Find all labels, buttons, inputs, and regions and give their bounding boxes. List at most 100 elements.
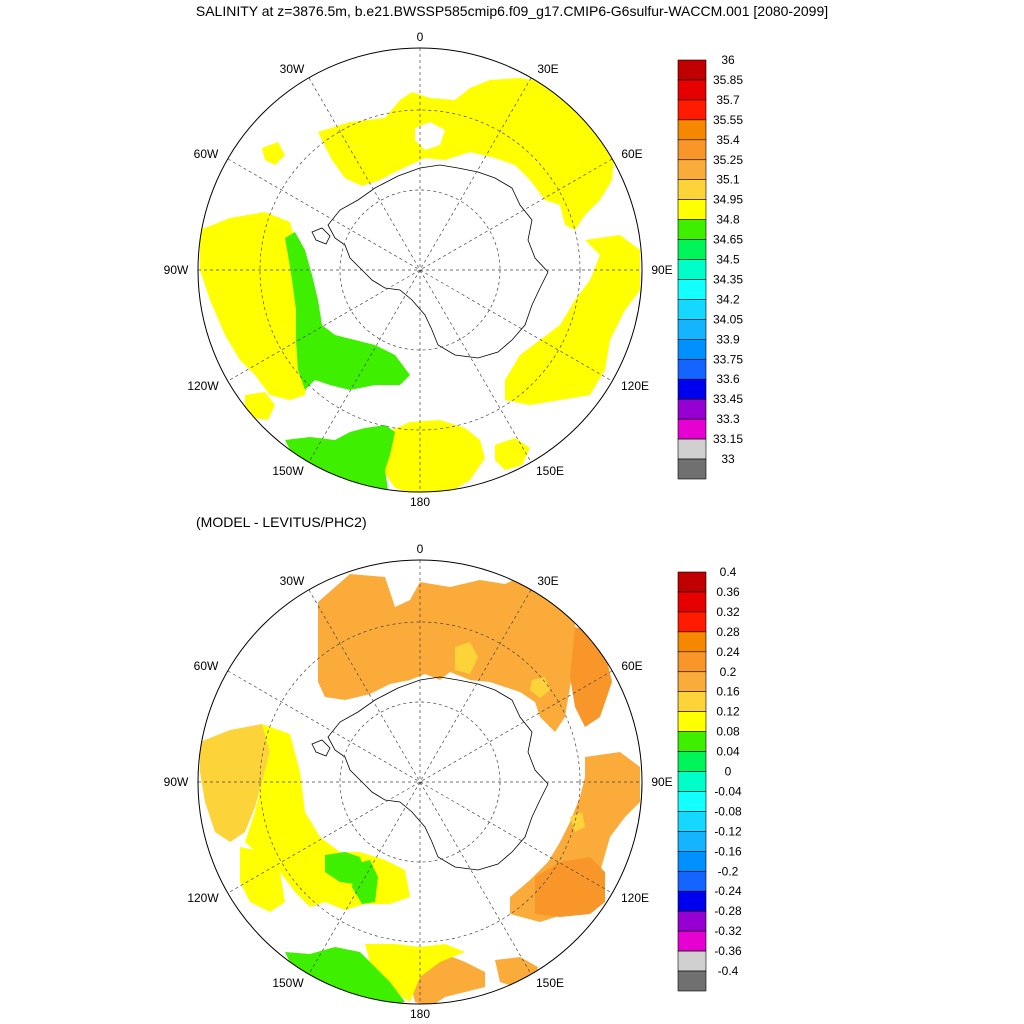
colorbar-label: 34.5 [716,253,740,267]
lon-label-60e: 60E [621,659,642,673]
colorbar-label: 35.25 [713,153,743,167]
colorbar-swatch [677,59,707,81]
colorbar-label: 0.16 [716,685,740,699]
colorbar-swatch [677,199,707,220]
lon-label-0: 0 [417,30,424,44]
salinity-polar-map: 0 30E 60E 90E 120E 150E 180 150W 120W 90… [164,30,744,509]
longitude-labels-top: 0 30E 60E 90E 120E 150E 180 150W 120W 90… [164,30,673,509]
colorbar-label: 34.95 [713,193,743,207]
lon-label-30e: 30E [537,62,558,76]
lon-label-90e: 90E [651,263,672,277]
colorbar-label: 33.9 [716,332,740,346]
colorbar-swatch [677,910,707,932]
colorbar-label: 0.2 [720,665,737,679]
difference-colorbar: 0.4 0.36 0.32 0.28 0.24 0.2 0.16 0.12 0.08 0.04 0 -… [677,565,742,992]
antarctica-outline-bottom [311,676,549,871]
colorbar-label: 0.4 [720,565,737,579]
colorbar-swatch [677,851,707,872]
colorbar-swatch [677,119,707,141]
colorbar-swatch [677,219,707,240]
colorbar-swatch [677,571,707,593]
lon-label-60w: 60W [194,147,219,161]
colorbar-swatch [677,711,707,732]
colorbar-label: 0.08 [716,725,740,739]
colorbar-swatch [677,970,707,992]
lon-label-60e: 60E [621,147,642,161]
lon-label-60w: 60W [194,659,219,673]
colorbar-label: 0.32 [716,605,740,619]
colorbar-swatch [677,339,707,360]
colorbar-label: 33.6 [716,372,740,386]
map-grid-bottom [198,560,642,1004]
lon-label-150w: 150W [272,976,304,990]
colorbar-swatch [677,418,707,440]
colorbar-swatch [677,751,707,772]
colorbar-label: 34.35 [713,272,743,286]
colorbar-label: 0.24 [716,645,740,659]
colorbar-label: 34.05 [713,312,743,326]
colorbar-label: 0 [725,765,732,779]
lon-label-90e: 90E [651,775,672,789]
colorbar-label: 0.36 [716,585,740,599]
colorbar-label: -0.36 [714,944,742,958]
lon-label-0: 0 [417,542,424,556]
lon-label-30w: 30W [280,62,305,76]
colorbar-label: 35.85 [713,73,743,87]
colorbar-label: 0.28 [716,625,740,639]
colorbar-label: -0.2 [718,864,739,878]
colorbar-label: -0.16 [714,844,742,858]
lon-label-90w: 90W [164,263,189,277]
difference-field-light [200,642,585,842]
colorbar-label: -0.04 [714,784,742,798]
colorbar-label: 33.15 [713,432,743,446]
colorbar-swatch [677,930,707,952]
lon-label-30w: 30W [280,574,305,588]
colorbar-swatch [677,591,707,613]
lon-label-180: 180 [410,1007,430,1021]
colorbar-swatch [677,771,707,792]
colorbar-swatch [677,691,707,712]
colorbar-swatch [677,890,707,912]
colorbar-label: -0.12 [714,824,742,838]
longitude-labels-bottom: 0 30E 60E 90E 120E 150E 180 150W 120W 90… [164,542,673,1021]
lon-label-150w: 150W [272,464,304,478]
colorbar-swatch [677,731,707,752]
colorbar-label: -0.08 [714,804,742,818]
lon-label-150e: 150E [536,976,564,990]
salinity-field-green [285,232,410,490]
colorbar-label: 34.2 [716,292,740,306]
colorbar-label: 33.3 [716,412,740,426]
colorbar-label: 33.45 [713,392,743,406]
figure-title: SALINITY at z=3876.5m, b.e21.BWSSP585cmi… [195,3,829,19]
antarctica-outline [311,164,549,359]
colorbar-label: 35.55 [713,113,743,127]
lon-label-30e: 30E [537,574,558,588]
colorbar-swatch [677,631,707,653]
colorbar-swatch [677,139,707,161]
colorbar-swatch [677,438,707,460]
colorbar-swatch [677,791,707,812]
colorbar-label: 35.4 [716,133,740,147]
lon-label-120e: 120E [621,891,649,905]
colorbar-swatch [677,398,707,420]
colorbar-swatch [677,279,707,300]
lon-label-180: 180 [410,495,430,509]
colorbar-label: -0.4 [718,964,739,978]
colorbar-swatch [677,79,707,101]
colorbar-label: 0.04 [716,745,740,759]
colorbar-swatch [677,239,707,260]
colorbar-swatch [677,99,707,121]
difference-field-orange [318,574,640,1004]
colorbar-label: -0.32 [714,924,742,938]
salinity-difference-polar-map: 0 30E 60E 90E 120E 150E 180 150W 120W 90… [164,542,742,1021]
difference-subtitle: (MODEL - LEVITUS/PHC2) [196,514,367,530]
lon-label-120w: 120W [187,379,219,393]
lon-label-120w: 120W [187,891,219,905]
colorbar-label: -0.24 [714,884,742,898]
colorbar-label: 34.8 [716,213,740,227]
colorbar-swatch [677,458,707,480]
colorbar-swatch [677,651,707,673]
lon-label-150e: 150E [536,464,564,478]
colorbar-label: 35.7 [716,93,740,107]
colorbar-swatch [677,950,707,972]
